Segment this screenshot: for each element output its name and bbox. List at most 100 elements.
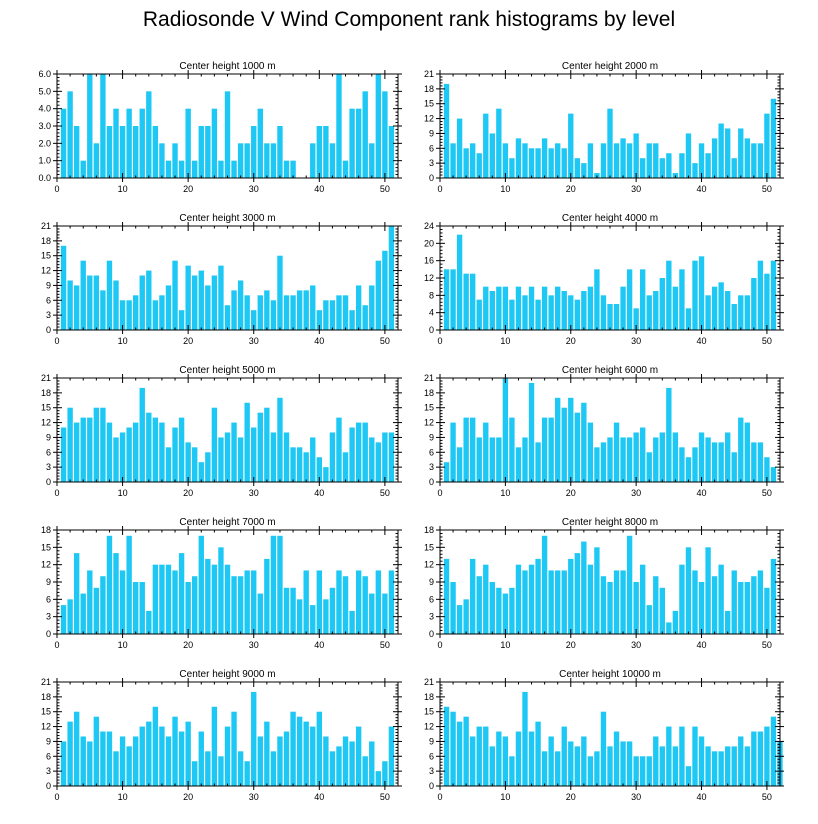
histogram-bar: [316, 457, 322, 482]
histogram-bar: [541, 535, 548, 634]
histogram-bar: [100, 731, 106, 786]
histogram-bar: [757, 570, 764, 634]
histogram-bar: [561, 726, 567, 786]
histogram-bar: [757, 260, 764, 330]
histogram-bar: [770, 98, 777, 178]
histogram-bar: [764, 457, 770, 482]
histogram-bar: [770, 260, 777, 330]
y-tick-label: 18: [424, 84, 434, 94]
histogram-bar: [67, 599, 73, 634]
histogram-bar: [126, 427, 132, 482]
histogram-bar: [626, 535, 633, 634]
histogram-bar: [613, 143, 620, 178]
y-tick-label: 12: [41, 722, 51, 732]
histogram-bar: [296, 716, 303, 786]
y-tick-label: 12: [424, 722, 434, 732]
histogram-bar: [640, 427, 646, 482]
histogram-bar: [626, 741, 633, 786]
histogram-bar: [185, 582, 191, 634]
histogram-panel: Center height 9000 m 0 3 6 9 12 15 18 21 0 10 20 30 4…: [41, 669, 402, 802]
y-tick-label: 6: [46, 447, 51, 457]
y-tick-label: 3: [429, 462, 434, 472]
histogram-bar: [106, 126, 113, 178]
histogram-bar: [443, 462, 450, 482]
histogram-bar: [633, 432, 639, 482]
histogram-bar: [224, 726, 231, 786]
histogram-bar: [698, 582, 705, 634]
x-tick-label: 10: [118, 488, 128, 498]
histogram-bar: [653, 291, 659, 330]
y-tick-label: 9: [46, 432, 51, 442]
histogram-bar: [731, 746, 737, 786]
histogram-bar: [211, 108, 218, 178]
histogram-bar: [685, 133, 692, 178]
histogram-bar: [237, 437, 244, 482]
histogram-bar: [329, 751, 336, 786]
histogram-panel: Center height 7000 m 0 3 6 9 12 15 18 0 10 20 30 40 5…: [41, 517, 402, 650]
x-tick-label: 40: [314, 184, 324, 194]
histogram-panel: Center height 1000 m 0.0 1.0 2.0 3.0 4.0 5.0 6.…: [38, 61, 402, 194]
histogram-bar: [653, 437, 659, 482]
histogram-bar: [152, 300, 159, 330]
histogram-bar: [388, 432, 395, 482]
histogram-bar: [770, 558, 777, 634]
histogram-bar: [165, 736, 172, 786]
histogram-bar: [362, 576, 368, 634]
histogram-bar: [731, 158, 737, 178]
histogram-bar: [679, 447, 685, 482]
y-tick-label: 9: [46, 736, 51, 746]
panel-title: Center height 8000 m: [562, 517, 658, 528]
histogram-panel: Center height 8000 m 0 3 6 9 12 15 18 0 10 20 30 40 5…: [424, 517, 784, 650]
histogram-bar: [152, 126, 159, 178]
histogram-bar: [382, 761, 388, 786]
panel-title: Center height 4000 m: [562, 213, 658, 224]
histogram-bar: [679, 269, 685, 330]
histogram-bar: [224, 305, 231, 330]
panel-title: Center height 2000 m: [562, 61, 658, 72]
histogram-bar: [548, 570, 554, 634]
histogram-bar: [555, 143, 561, 178]
histogram-bar: [711, 138, 718, 178]
histogram-bar: [126, 108, 132, 178]
histogram-bar: [476, 299, 482, 330]
histogram-bar: [218, 160, 224, 178]
histogram-bar: [692, 260, 698, 330]
histogram-bar: [93, 143, 100, 178]
histogram-bar: [450, 422, 456, 482]
y-tick-label: 21: [424, 69, 434, 79]
histogram-bar: [600, 295, 607, 330]
histogram-bar: [522, 570, 528, 634]
histogram-bar: [679, 564, 685, 634]
histogram-bar: [515, 286, 522, 330]
histogram-bar: [342, 295, 349, 330]
x-tick-label: 30: [249, 488, 259, 498]
histogram-bar: [672, 432, 679, 482]
histogram-bar: [764, 587, 770, 634]
histogram-bar: [607, 746, 613, 786]
histogram-bar: [568, 558, 574, 634]
histogram-bar: [119, 126, 126, 178]
histogram-bar: [653, 576, 659, 634]
y-tick-label: 21: [424, 373, 434, 383]
histogram-bar: [692, 447, 698, 482]
histogram-bar: [463, 599, 469, 634]
histogram-bar: [646, 143, 652, 178]
x-tick-label: 50: [762, 336, 772, 346]
y-tick-label: 12: [41, 560, 51, 570]
histogram-bar: [369, 593, 375, 634]
histogram-bar: [483, 422, 489, 482]
histogram-bar: [692, 163, 698, 178]
histogram-bar: [172, 570, 178, 634]
histogram-bar: [646, 756, 652, 786]
histogram-bar: [535, 299, 541, 330]
histogram-bar: [528, 286, 535, 330]
histogram-bar: [133, 582, 139, 634]
histogram-bar: [192, 447, 198, 482]
histogram-bar: [770, 716, 777, 786]
histogram-bar: [640, 158, 646, 178]
x-tick-label: 40: [314, 792, 324, 802]
y-tick-label: 12: [424, 560, 434, 570]
histogram-bar: [535, 442, 541, 482]
x-tick-label: 10: [500, 336, 510, 346]
x-tick-label: 50: [380, 336, 390, 346]
